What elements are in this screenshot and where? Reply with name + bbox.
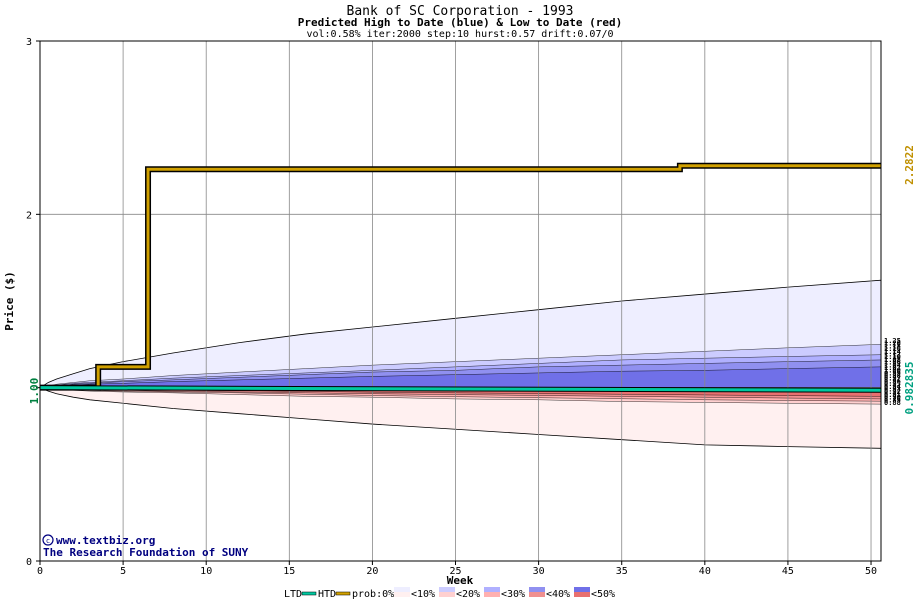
right-label-top: 2.2822 (903, 145, 916, 185)
legend-ltd-swatch (301, 591, 317, 596)
credit-org: The Research Foundation of SUNY (43, 546, 249, 559)
ltd-path (39, 386, 882, 392)
band-end-label-1: 1.20 (884, 340, 901, 348)
x-tick-label-5: 25 (449, 566, 461, 577)
band-end-label-8: 1.06 (884, 359, 901, 367)
x-tick-label-6: 30 (533, 566, 545, 577)
legend-swatch-high-0 (394, 587, 410, 592)
x-axis-ticks: 0 5 10 15 20 25 30 35 40 45 50 (37, 561, 877, 577)
band-end-label-6: 1.10 (884, 353, 901, 361)
band-end-label-11: 1.00 (884, 367, 901, 375)
y-tick-label-0: 0 (26, 557, 32, 568)
legend-prob-label: prob:0% (352, 589, 394, 600)
y-axis-ticks: 0 2 3 (26, 37, 40, 568)
plot-frame (39, 40, 882, 562)
x-tick-label-9: 45 (782, 566, 794, 577)
legend-swatch-high-2 (484, 587, 500, 592)
copyright-icon (42, 534, 54, 546)
band-end-label-17: 0.94 (884, 383, 901, 391)
x-tick-label-1: 5 (120, 566, 126, 577)
legend-item-label-3: <40% (546, 589, 570, 600)
legend-swatch-low-0 (394, 592, 410, 597)
band-end-label-12: 0.99 (884, 369, 901, 377)
legend-swatch-high-4 (574, 587, 590, 592)
band-end-label-9: 1.04 (884, 361, 901, 369)
probability-bands (38, 279, 882, 449)
band-end-label-0: 1.25 (884, 337, 901, 345)
band-end-label-19: 0.92 (884, 388, 901, 396)
band-end-labels: 1.251.201.181.161.141.121.101.081.061.04… (884, 337, 901, 407)
x-tick-label-7: 35 (616, 566, 628, 577)
price-paths (39, 162, 882, 393)
band-end-label-22: 0.89 (884, 396, 901, 404)
legend-ltd-label: LTD (284, 589, 302, 600)
band-end-label-16: 0.95 (884, 380, 901, 388)
band-end-label-14: 0.97 (884, 375, 901, 383)
copyright-icon-glyph: c (46, 537, 50, 545)
y-axis-label: Price ($) (3, 271, 16, 331)
band-end-label-3: 1.16 (884, 345, 901, 353)
band-end-label-20: 0.91 (884, 391, 901, 399)
legend-swatch-low-4 (574, 592, 590, 597)
band-end-label-4: 1.14 (884, 348, 901, 356)
legend-item-label-0: <10% (411, 589, 435, 600)
y-tick-label-2: 2 (26, 210, 32, 221)
legend: LTD HTD prob:0% <10% <20% <30% <40% <50% (284, 587, 615, 600)
legend-swatch-low-3 (529, 592, 545, 597)
legend-item-label-1: <20% (456, 589, 480, 600)
chart-params: vol:0.58% iter:2000 step:10 hurst:0.57 d… (306, 29, 613, 40)
credit-block: c www.textbiz.org The Research Foundatio… (42, 534, 249, 559)
x-tick-label-8: 40 (699, 566, 711, 577)
legend-htd-label: HTD (318, 589, 336, 600)
htd-path (40, 164, 881, 390)
x-tick-label-2: 10 (200, 566, 212, 577)
x-axis-label: Week (447, 574, 474, 587)
y-tick-label-3: 3 (26, 37, 32, 48)
x-tick-label-3: 15 (283, 566, 295, 577)
x-tick-label-0: 0 (37, 566, 43, 577)
band-end-label-21: 0.90 (884, 394, 901, 402)
x-tick-label-10: 50 (865, 566, 877, 577)
legend-swatch-high-3 (529, 587, 545, 592)
x-tick-label-4: 20 (366, 566, 378, 577)
band-end-label-15: 0.96 (884, 377, 901, 385)
band-end-label-18: 0.93 (884, 386, 901, 394)
legend-item-label-4: <50% (591, 589, 615, 600)
legend-item-label-2: <30% (501, 589, 525, 600)
legend-htd-swatch (335, 591, 351, 596)
legend-swatch-low-1 (439, 592, 455, 597)
y-ref-label: 1.00 (28, 378, 41, 405)
band-end-label-10: 1.02 (884, 364, 901, 372)
band-end-label-7: 1.08 (884, 356, 901, 364)
band-end-label-23: 0.88 (884, 399, 901, 407)
credit-url: www.textbiz.org (56, 534, 155, 547)
band-end-label-2: 1.18 (884, 342, 901, 350)
legend-swatch-high-1 (439, 587, 455, 592)
band-end-label-5: 1.12 (884, 350, 901, 358)
chart-title: Bank of SC Corporation - 1993 (347, 4, 574, 19)
band-end-label-13: 0.98 (884, 372, 901, 380)
chart-subtitle: Predicted High to Date (blue) & Low to D… (298, 16, 623, 29)
legend-swatch-low-2 (484, 592, 500, 597)
right-label-bottom: 0.982835 (903, 362, 916, 415)
